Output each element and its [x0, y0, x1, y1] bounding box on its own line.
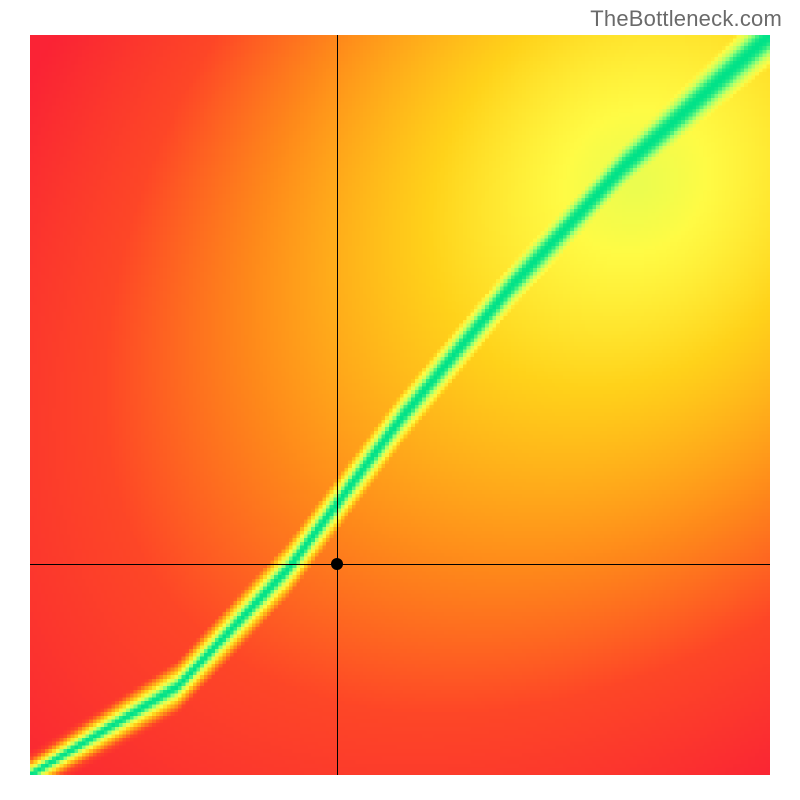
watermark-text: TheBottleneck.com [590, 6, 782, 32]
heatmap-canvas [30, 35, 770, 775]
chart-container: TheBottleneck.com [0, 0, 800, 800]
crosshair-horizontal [30, 564, 770, 565]
crosshair-vertical [337, 35, 338, 775]
crosshair-marker [331, 558, 343, 570]
plot-area [30, 35, 770, 775]
